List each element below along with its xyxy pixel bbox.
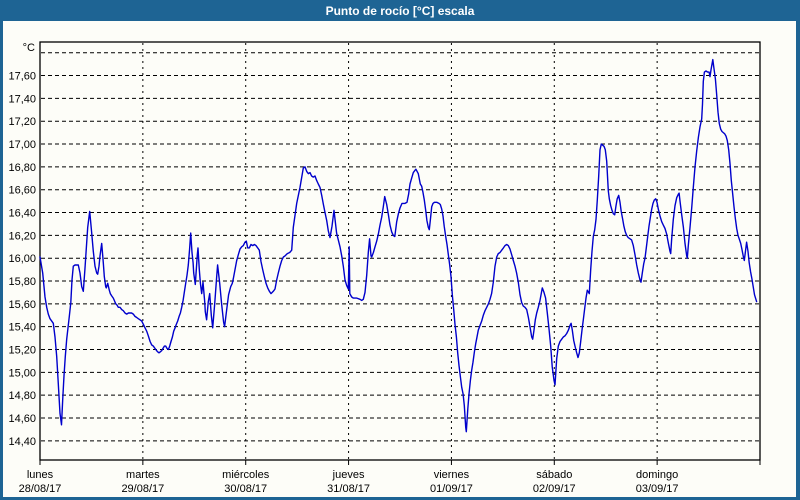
window-title: Punto de rocío [°C] escala	[325, 3, 475, 18]
y-tick-label: 17,20	[8, 116, 36, 128]
x-tick-date-label: 02/09/17	[533, 483, 576, 495]
x-tick-day-label: miércoles	[222, 469, 270, 481]
y-tick-label: 15,20	[8, 345, 36, 357]
plot-border	[39, 41, 761, 461]
y-tick-label: 14,60	[8, 413, 36, 425]
x-tick-date-label: 01/09/17	[430, 483, 473, 495]
y-tick-label: 16,80	[8, 162, 36, 174]
y-tick-label: 16,40	[8, 208, 36, 220]
y-tick-label: 16,00	[8, 253, 36, 265]
y-tick-label: 14,80	[8, 390, 36, 402]
y-tick-label: 15,40	[8, 322, 36, 334]
window-titlebar: Punto de rocío [°C] escala	[0, 0, 800, 21]
y-tick-label: 16,20	[8, 230, 36, 242]
x-tick-day-label: domingo	[636, 469, 678, 481]
x-tick-day-label: viernes	[434, 469, 470, 481]
x-tick-day-label: martes	[126, 469, 160, 481]
y-axis-unit-label: °C	[23, 42, 35, 54]
x-tick-day-label: jueves	[332, 469, 365, 481]
x-tick-date-label: 28/08/17	[19, 483, 62, 495]
x-tick-day-label: sábado	[536, 469, 572, 481]
x-tick-date-label: 29/08/17	[121, 483, 164, 495]
dewpoint-line	[39, 58, 758, 433]
y-tick-label: 15,60	[8, 299, 36, 311]
y-tick-label: 17,00	[8, 139, 36, 151]
y-tick-label: 15,00	[8, 367, 36, 379]
y-tick-label: 15,80	[8, 276, 36, 288]
y-tick-label: 16,60	[8, 185, 36, 197]
x-tick-date-label: 30/08/17	[224, 483, 267, 495]
y-tick-label: 14,40	[8, 436, 36, 448]
x-tick-date-label: 03/09/17	[636, 483, 679, 495]
y-tick-label: 17,40	[8, 93, 36, 105]
x-tick-date-label: 31/08/17	[327, 483, 370, 495]
y-tick-label: 17,60	[8, 71, 36, 83]
x-tick-day-label: lunes	[27, 469, 54, 481]
